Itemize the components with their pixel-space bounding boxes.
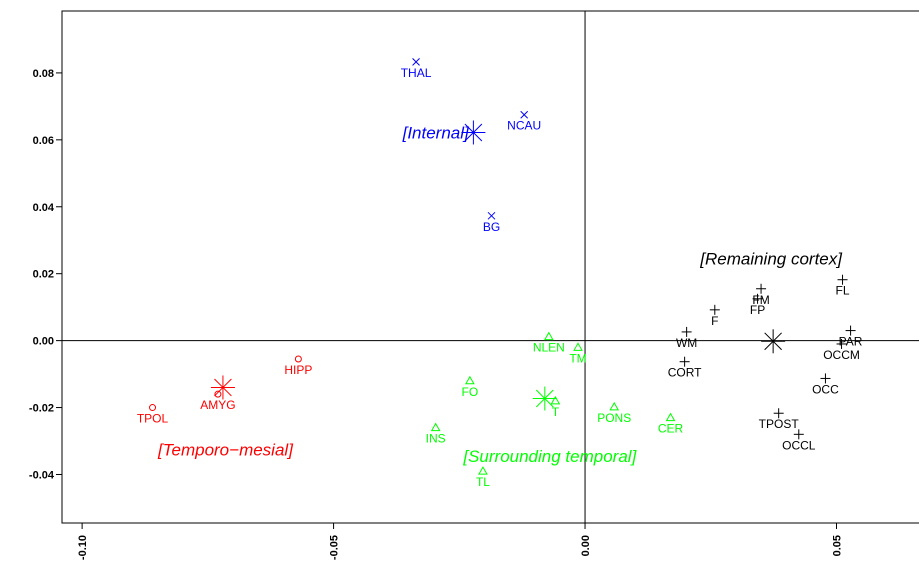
point-label: OCCM [823,348,860,362]
point-marker [752,293,763,304]
y-tick-label: 0.00 [33,336,54,348]
point-label: OCC [812,382,839,396]
point-label: THAL [401,66,432,80]
point-marker [294,355,302,363]
y-tick-label: 0.06 [33,135,54,147]
point-label: FL [836,284,850,298]
point-marker [836,338,847,349]
x-axis: -0.10 -0.05 0.00 0.05 [77,523,844,560]
point-marker [837,274,848,285]
point-label: FM [752,293,769,307]
point-group: NLEN TM FO T PONS CER INS TL [Surrounding tempor… [426,331,684,489]
point-marker [465,375,475,385]
point-label: NCAU [507,119,541,133]
point-label: WM [676,336,697,350]
group-centroid [210,375,235,400]
point-marker [679,356,690,367]
group-label: [Remaining cortex] [699,250,843,269]
point-label: F [711,314,718,328]
point-marker [550,395,561,405]
point-marker [681,326,692,337]
point-marker [773,408,784,419]
point-marker [214,390,222,398]
point-label: PAR [839,335,863,349]
point-label: AMYG [200,398,235,412]
group-label: [Temporo−mesial] [157,440,294,459]
point-label: FO [462,385,479,399]
point-label: PONS [597,411,631,425]
point-label: TPOL [137,412,169,426]
point-marker [430,422,441,432]
y-axis: -0.04 -0.02 0.00 0.02 0.04 0.06 0.08 [29,68,62,481]
point-label: TPOST [759,417,800,431]
reference-lines [62,11,919,523]
point-marker [149,404,157,412]
point-marker [520,110,529,119]
point-group: THAL NCAU BG [Internal] [401,58,541,234]
point-label: NLEN [533,341,565,355]
point-marker [487,211,496,220]
x-tick-label: -0.10 [77,535,89,560]
point-label: OCCL [782,438,816,452]
point-label: TL [476,475,490,489]
point-label: CER [658,422,684,436]
y-tick-label: 0.08 [33,68,54,80]
point-marker [756,283,767,294]
y-tick-label: 0.02 [33,269,54,281]
group-centroid [532,386,557,411]
x-tick-label: 0.00 [580,535,592,556]
point-marker [478,466,488,475]
point-marker [412,58,420,66]
point-marker [573,342,583,351]
point-marker [793,429,804,440]
y-tick-label: 0.04 [33,202,55,214]
point-marker [609,401,620,411]
y-tick-label: -0.02 [29,403,54,415]
point-group: HIPP AMYG TPOL [Temporo−mesial] [137,355,312,459]
point-marker [709,304,720,315]
point-label: TM [569,351,586,365]
point-label: HIPP [284,363,312,377]
x-tick-label: 0.05 [832,535,844,556]
point-marker [845,325,856,336]
y-tick-label: -0.04 [29,469,55,481]
point-label: BG [483,220,500,234]
x-tick-label: -0.05 [329,535,341,560]
point-marker [820,373,831,384]
point-label: FP [750,303,765,317]
point-marker [543,331,554,341]
point-label: CORT [668,366,702,380]
point-groups: THAL NCAU BG [Internal] HIPP AMYG TPOL [Temporo… [137,58,863,489]
group-centroid [461,120,486,145]
group-label: [Internal] [402,123,470,142]
group-centroid [761,329,786,354]
point-label: INS [426,432,446,446]
point-label: T [552,405,560,419]
plot-frame [61,10,919,524]
point-marker [665,412,676,422]
group-label: [Surrounding temporal] [462,447,637,466]
